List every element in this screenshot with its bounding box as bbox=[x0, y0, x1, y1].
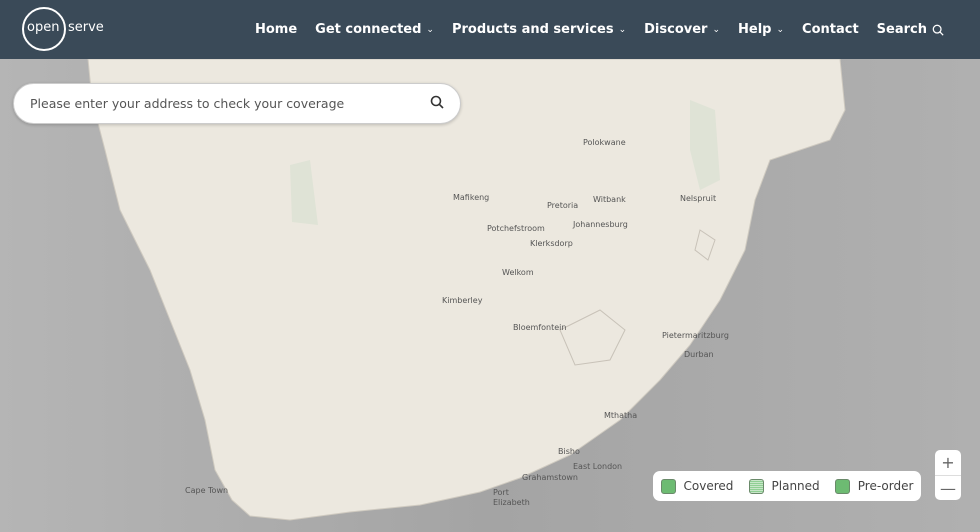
legend-item-pre-order: Pre-order bbox=[834, 478, 914, 494]
nav-label: Products and services bbox=[451, 22, 614, 37]
city-label: Welkom bbox=[502, 268, 534, 277]
city-label: Bloemfontein bbox=[513, 323, 567, 332]
city-label: Johannesburg bbox=[573, 220, 628, 229]
botswana-park bbox=[290, 160, 318, 225]
legend-swatch bbox=[834, 478, 850, 494]
city-label: Grahamstown bbox=[522, 473, 578, 482]
main-nav: Home Get connected ⌄ Products and services ⌄… bbox=[255, 0, 944, 59]
city-label: East London bbox=[573, 462, 623, 471]
nav-label: Discover bbox=[644, 22, 708, 37]
legend-swatch bbox=[748, 478, 764, 494]
nav-help[interactable]: Help ⌄ bbox=[738, 22, 784, 37]
legend-label: Planned bbox=[771, 479, 820, 493]
city-label: Polokwane bbox=[583, 138, 626, 147]
city-label: Kimberley bbox=[442, 296, 483, 305]
city-label: Potchefstroom bbox=[487, 224, 545, 233]
search-icon bbox=[932, 24, 944, 36]
logo-ring bbox=[22, 7, 66, 51]
chevron-down-icon: ⌄ bbox=[618, 24, 627, 35]
city-label: Nelspruit bbox=[680, 194, 717, 203]
city-label: Klerksdorp bbox=[530, 239, 573, 248]
nav-get-connected[interactable]: Get connected ⌄ bbox=[315, 22, 434, 37]
nav-label: Search bbox=[876, 22, 927, 37]
nav-label: Home bbox=[254, 22, 298, 37]
nav-label: Get connected bbox=[315, 22, 422, 37]
nav-discover[interactable]: Discover ⌄ bbox=[644, 22, 720, 37]
header: open serve Home Get connected ⌄ Products an… bbox=[0, 0, 980, 59]
nav-contact[interactable]: Contact bbox=[802, 22, 859, 37]
city-label: Pietermaritzburg bbox=[662, 331, 729, 340]
zoom-controls: + — bbox=[935, 450, 961, 500]
chevron-down-icon: ⌄ bbox=[776, 24, 785, 35]
land-south-africa bbox=[87, 59, 846, 521]
city-label: Witbank bbox=[593, 195, 626, 204]
nav-search[interactable]: Search bbox=[877, 22, 944, 37]
legend-swatch bbox=[660, 478, 676, 494]
logo-text-open: open bbox=[27, 20, 60, 35]
legend-label: Pre-order bbox=[857, 479, 914, 493]
nav-label: Help bbox=[738, 22, 772, 37]
city-label: Mthatha bbox=[604, 411, 638, 420]
city-label: Port bbox=[493, 488, 509, 497]
address-search-input[interactable] bbox=[30, 96, 430, 111]
legend-item-covered: Covered bbox=[660, 478, 734, 494]
coverage-map[interactable] bbox=[0, 59, 980, 532]
chevron-down-icon: ⌄ bbox=[712, 24, 721, 35]
coverage-legend: Covered Planned Pre-order bbox=[653, 471, 921, 501]
search-icon[interactable] bbox=[430, 94, 444, 113]
legend-item-planned: Planned bbox=[748, 478, 820, 494]
nav-home[interactable]: Home bbox=[255, 22, 297, 37]
city-label: Cape Town bbox=[185, 486, 229, 495]
city-label: Elizabeth bbox=[493, 498, 530, 507]
chevron-down-icon: ⌄ bbox=[426, 24, 434, 35]
lesotho-border bbox=[559, 309, 626, 366]
zoom-out-button[interactable]: — bbox=[940, 479, 956, 498]
zoom-in-button[interactable]: + bbox=[935, 450, 961, 476]
address-search-box bbox=[13, 83, 461, 124]
swaziland-border bbox=[694, 229, 716, 261]
city-label: Pretoria bbox=[547, 201, 579, 210]
logo-text-serve: serve bbox=[68, 20, 104, 35]
legend-label: Covered bbox=[683, 479, 734, 493]
city-label: Mafikeng bbox=[453, 193, 490, 202]
nav-products-and-services[interactable]: Products and services ⌄ bbox=[452, 22, 626, 37]
nav-label: Contact bbox=[802, 22, 859, 37]
city-label: Bisho bbox=[558, 447, 580, 456]
kruger-park bbox=[690, 100, 720, 190]
openserve-logo[interactable]: open serve bbox=[22, 7, 104, 51]
city-label: Durban bbox=[684, 350, 714, 359]
